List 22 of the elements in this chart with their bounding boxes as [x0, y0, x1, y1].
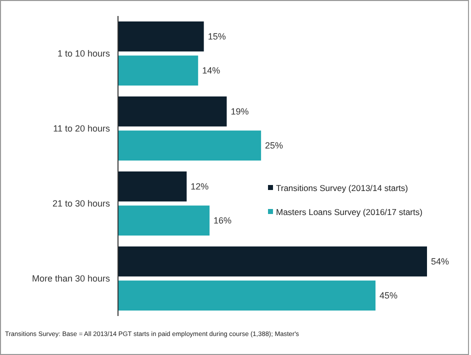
y-tick-label: 21 to 30 hours	[52, 198, 110, 208]
bar	[118, 280, 376, 311]
data-label: 12%	[190, 182, 209, 192]
data-label: 16%	[214, 216, 232, 226]
bar	[118, 206, 210, 236]
legend-label: Masters Loans Survey (2016/17 starts)	[276, 206, 423, 217]
data-label: 45%	[380, 290, 398, 301]
data-label: 15%	[208, 32, 226, 42]
legend-label: Transitions Survey (2013/14 starts)	[276, 182, 408, 193]
bar	[118, 130, 262, 161]
y-tick-label: More than 30 hours	[32, 273, 110, 284]
y-tick-label: 1 to 10 hours	[57, 48, 110, 58]
data-label: 14%	[202, 66, 220, 76]
data-label: 54%	[431, 256, 450, 267]
bar	[118, 56, 198, 86]
bar	[118, 171, 187, 202]
data-label: 25%	[265, 140, 284, 151]
bar	[118, 246, 427, 276]
bar	[118, 21, 204, 52]
bar	[118, 96, 227, 126]
data-label: 19%	[230, 106, 249, 117]
y-tick-label: 11 to 20 hours	[53, 123, 110, 134]
